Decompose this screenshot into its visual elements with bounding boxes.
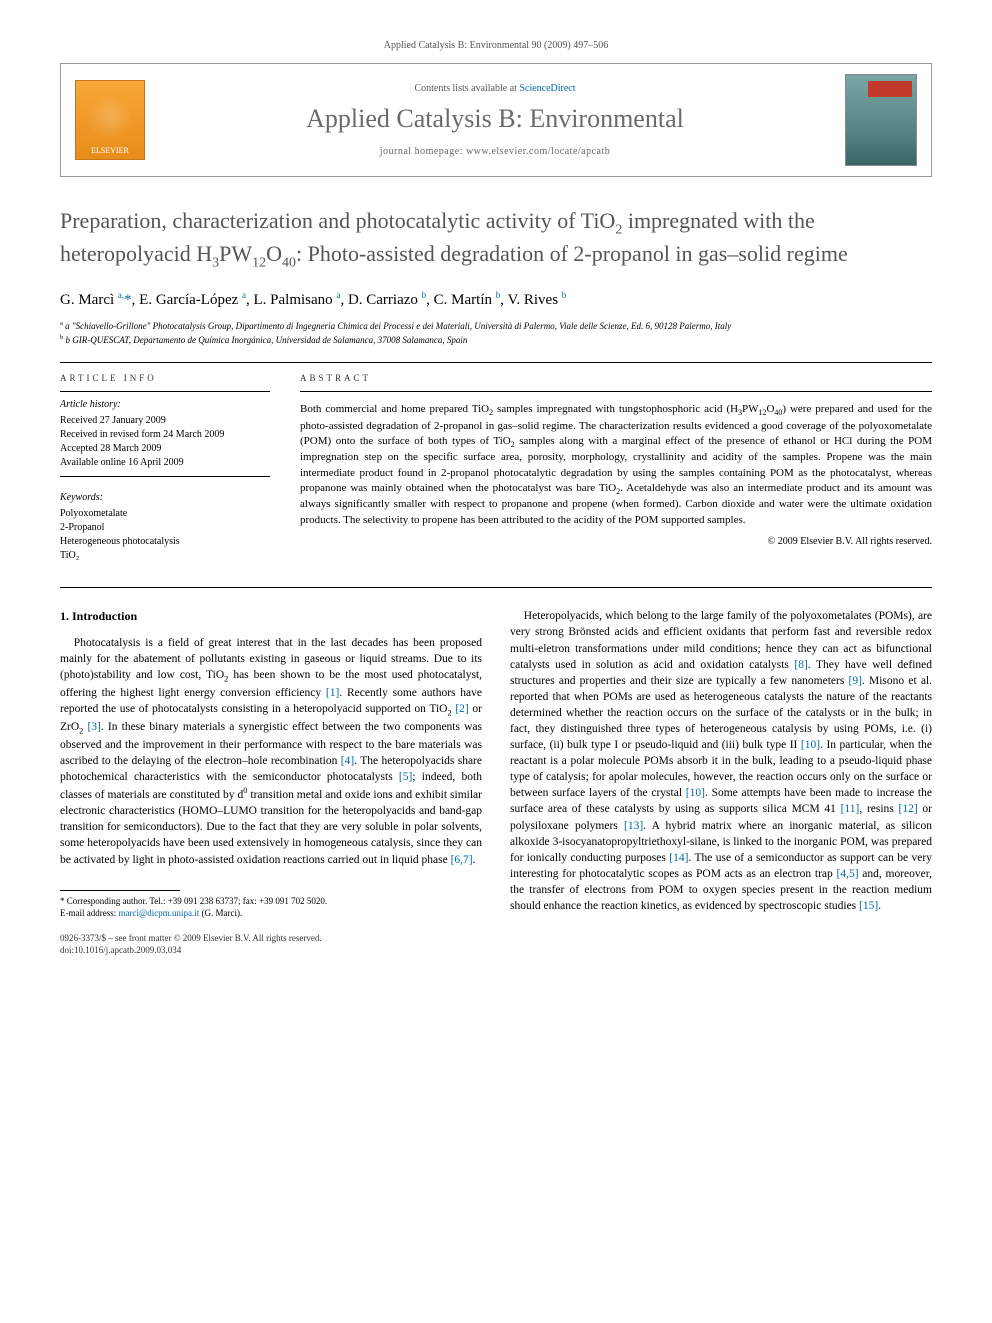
- history-online: Available online 16 April 2009: [60, 456, 270, 470]
- running-head: Applied Catalysis B: Environmental 90 (2…: [60, 40, 932, 51]
- history-revised: Received in revised form 24 March 2009: [60, 428, 270, 442]
- keyword-0: Polyoxometalate: [60, 507, 270, 521]
- author-list: G. Marcì a,*, E. García-López a, L. Palm…: [60, 290, 932, 309]
- footnote-rule: [60, 890, 180, 891]
- article-title: Preparation, characterization and photoc…: [60, 207, 932, 272]
- corresponding-contact: * Corresponding author. Tel.: +39 091 23…: [60, 895, 482, 908]
- history-accepted: Accepted 28 March 2009: [60, 442, 270, 456]
- intro-paragraph-2: Heteropolyacids, which belong to the lar…: [510, 608, 932, 914]
- keyword-3: TiO₂: [60, 549, 270, 563]
- affiliations: a a "Schiavello-Grillone" Photocatalysis…: [60, 319, 932, 346]
- front-matter-line: 0926-3373/$ – see front matter © 2009 El…: [60, 932, 482, 945]
- abstract-heading: ABSTRACT: [300, 373, 932, 383]
- homepage-url: www.elsevier.com/locate/apcatb: [466, 146, 610, 157]
- email-label: E-mail address:: [60, 908, 118, 918]
- corresponding-author-block: * Corresponding author. Tel.: +39 091 23…: [60, 890, 482, 920]
- affiliation-a: a a "Schiavello-Grillone" Photocatalysis…: [60, 319, 932, 333]
- abstract-copyright: © 2009 Elsevier B.V. All rights reserved…: [300, 536, 932, 547]
- sciencedirect-link[interactable]: ScienceDirect: [519, 83, 575, 94]
- intro-paragraph-1: Photocatalysis is a field of great inter…: [60, 635, 482, 868]
- article-info-heading: ARTICLE INFO: [60, 373, 270, 383]
- contents-available: Contents lists available at ScienceDirec…: [159, 83, 831, 94]
- article-body: 1. Introduction Photocatalysis is a fiel…: [60, 608, 932, 957]
- email-paren: (G. Marcì).: [199, 908, 242, 918]
- history-heading: Article history:: [60, 398, 270, 412]
- history-received: Received 27 January 2009: [60, 414, 270, 428]
- contents-prefix: Contents lists available at: [414, 83, 519, 94]
- divider-rule: [60, 587, 932, 588]
- doi-line: doi:10.1016/j.apcatb.2009.03.034: [60, 944, 482, 957]
- article-info-column: ARTICLE INFO Article history: Received 2…: [60, 373, 270, 563]
- keywords-heading: Keywords:: [60, 491, 270, 505]
- elsevier-logo-icon: ELSEVIER: [75, 80, 145, 160]
- journal-title: Applied Catalysis B: Environmental: [159, 104, 831, 134]
- keyword-1: 2-Propanol: [60, 521, 270, 535]
- abstract-column: ABSTRACT Both commercial and home prepar…: [300, 373, 932, 563]
- affiliation-b: b b GIR-QUESCAT, Departamento de Química…: [60, 333, 932, 347]
- journal-homepage: journal homepage: www.elsevier.com/locat…: [159, 146, 831, 157]
- journal-header: ELSEVIER Contents lists available at Sci…: [60, 63, 932, 177]
- abstract-text: Both commercial and home prepared TiO2 s…: [300, 402, 932, 528]
- section-heading-intro: 1. Introduction: [60, 608, 482, 625]
- divider-rule: [60, 362, 932, 363]
- publisher-name: ELSEVIER: [91, 146, 129, 155]
- footer-meta: 0926-3373/$ – see front matter © 2009 El…: [60, 932, 482, 957]
- journal-cover-icon: [845, 74, 917, 166]
- corresponding-email-link[interactable]: marci@dicpm.unipa.it: [118, 908, 199, 918]
- homepage-prefix: journal homepage:: [380, 146, 466, 157]
- keyword-2: Heterogeneous photocatalysis: [60, 535, 270, 549]
